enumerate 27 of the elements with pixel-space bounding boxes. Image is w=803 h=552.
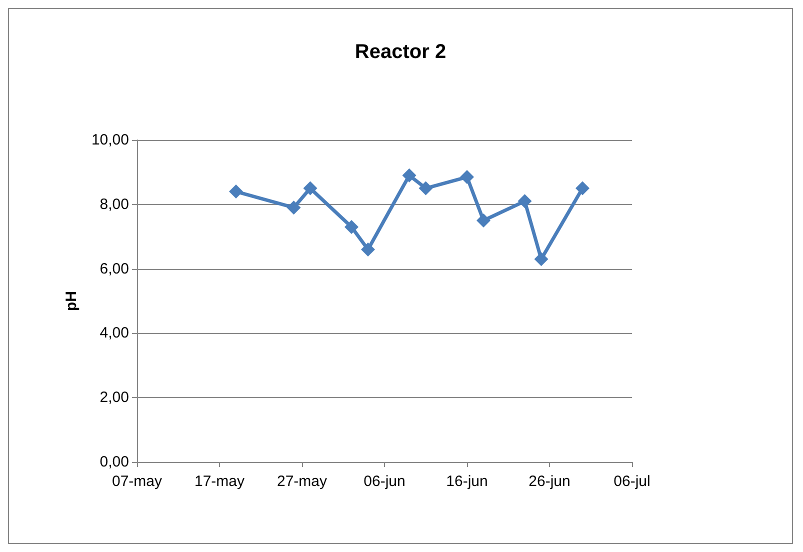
point <box>418 181 433 196</box>
chart-title: Reactor 2 <box>354 41 446 63</box>
point <box>303 181 318 196</box>
point <box>286 200 301 215</box>
point <box>518 194 532 208</box>
x-tick-label: 07-may <box>112 473 162 490</box>
x-tick-label: 06-jul <box>614 473 650 490</box>
y-tick-label: 10,00 <box>91 132 129 148</box>
y-axis-title: pH <box>63 291 80 311</box>
x-tick-label: 17-may <box>194 473 245 490</box>
point <box>534 252 548 266</box>
point <box>229 184 243 199</box>
point <box>460 170 474 184</box>
y-tick-label: 6,00 <box>100 260 129 278</box>
point <box>402 168 416 182</box>
point <box>576 181 590 196</box>
x-tick-label: 27-may <box>276 473 328 490</box>
x-tick-label: 16-jun <box>446 473 488 490</box>
x-tick-label: 06-jun <box>364 473 406 490</box>
point <box>344 220 358 234</box>
point <box>361 242 375 256</box>
y-tick-label: 4,00 <box>100 324 129 342</box>
y-tick-label: 0,00 <box>100 454 129 470</box>
y-tick-label: 2,00 <box>100 389 129 406</box>
y-tick-label: 8,00 <box>100 196 129 213</box>
point <box>476 214 490 228</box>
x-tick-label: 26-jun <box>528 473 570 490</box>
